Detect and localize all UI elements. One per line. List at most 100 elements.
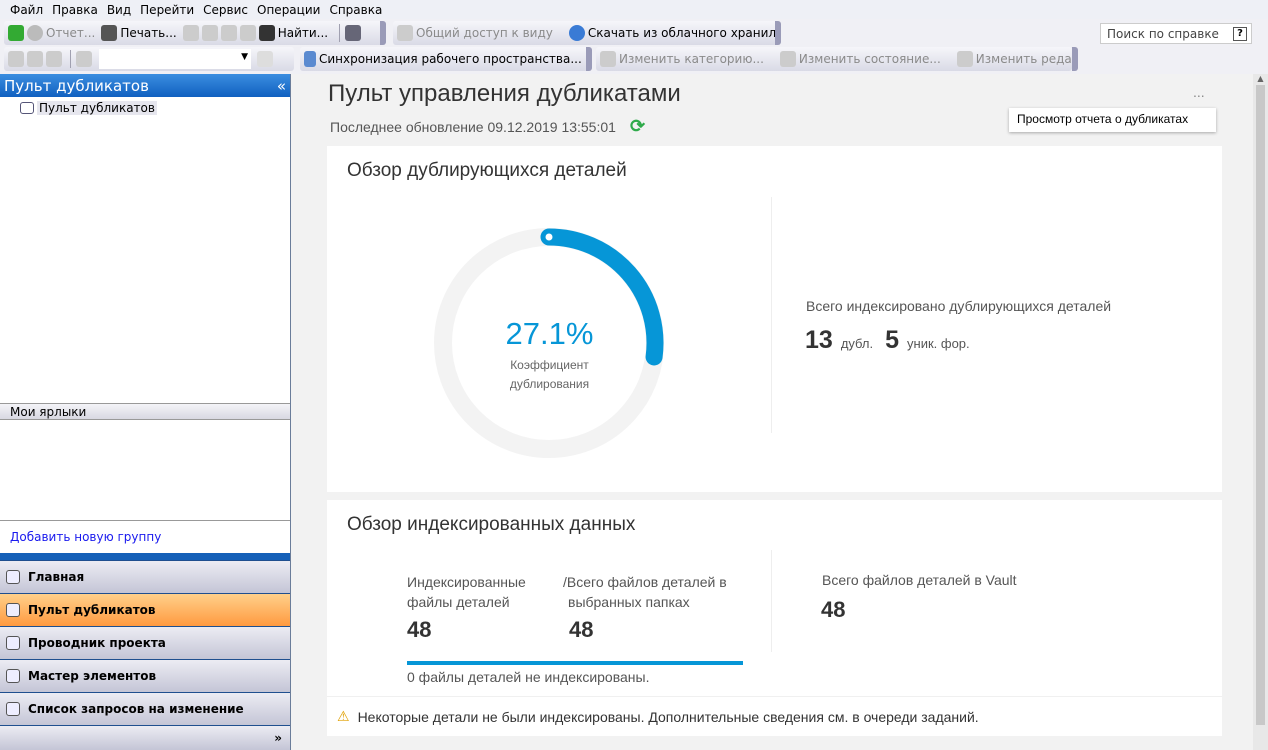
page-title: Пульт управления дубликатами [328, 80, 681, 107]
nav-duplicates[interactable]: Пульт дубликатов [0, 593, 290, 626]
unique-count: 5 [885, 326, 900, 354]
change-state-button[interactable]: Изменить состояние... [779, 51, 941, 67]
last-update: Последнее обновление 09.12.2019 13:55:01 [330, 118, 616, 135]
collapse-icon[interactable]: « [276, 77, 286, 95]
total-files-label: /Всего файлов деталей в выбранных папках [563, 572, 727, 612]
nav-change-orders[interactable]: Список запросов на изменение [0, 692, 290, 725]
menu-tools[interactable]: Сервис [203, 2, 249, 17]
printer-icon [101, 25, 118, 41]
unique-unit: уник. фор. [907, 336, 970, 351]
chart-icon [6, 603, 20, 617]
change-revision-button[interactable]: Изменить редакцию... [956, 51, 1072, 67]
vault-count: 48 [821, 597, 846, 622]
total-duplicates-label: Всего индексировано дублирующихся детале… [806, 298, 1112, 314]
duplicates-dashboard: Пульт управления дубликатами Последнее о… [291, 74, 1253, 750]
menu-file[interactable]: Файл [10, 2, 44, 17]
menu-help[interactable]: Справка [329, 2, 383, 17]
not-indexed-text: 0 файлы деталей не индексированы. [407, 669, 650, 685]
preview-icon[interactable] [201, 25, 218, 41]
warning-row: ⚠ Некоторые детали не были индексированы… [327, 696, 1222, 736]
toolbar-overflow[interactable] [1072, 47, 1078, 71]
search-disabled-icon[interactable] [257, 51, 273, 67]
refresh-icon[interactable] [8, 25, 24, 41]
print-icon[interactable] [182, 25, 199, 41]
toolbar-sync: Синхронизация рабочего пространства...▼ [300, 47, 588, 71]
sync-workspace-button[interactable]: Синхронизация рабочего пространства...▼ [304, 51, 588, 67]
nav-home[interactable]: Главная [0, 560, 290, 593]
warning-icon: ⚠ [337, 708, 350, 724]
indexed-overview-card: Обзор индексированных данных Индексирова… [327, 500, 1222, 736]
duplicates-stats: 13 дубл. 5 уник. фор. [805, 326, 970, 355]
nav-project-explorer[interactable]: Проводник проекта [0, 626, 290, 659]
change-category-button[interactable]: Изменить категорию... [600, 51, 764, 67]
duplicates-unit: дубл. [840, 336, 874, 351]
toolbar-overflow[interactable] [775, 21, 781, 45]
toolbar-overflow[interactable] [380, 21, 386, 45]
refresh-icon[interactable]: ⟳ [629, 116, 646, 136]
panel-icon[interactable] [76, 51, 92, 67]
address-combo[interactable]: ▼ [99, 49, 251, 69]
chevron-down-icon[interactable]: ▼ [241, 52, 248, 62]
paste-icon[interactable] [239, 25, 256, 41]
navigation-pane: Пульт дубликатов « Пульт дубликатов Мои я… [0, 74, 291, 750]
up-icon[interactable] [46, 51, 62, 67]
back-icon[interactable] [8, 51, 24, 67]
chart-icon [20, 102, 34, 114]
help-button[interactable]: ? [1233, 26, 1247, 41]
forward-icon[interactable] [27, 51, 43, 67]
toolbar-overflow[interactable] [586, 47, 592, 71]
donut-progress-arc [540, 228, 664, 366]
menu-view[interactable]: Вид [106, 2, 132, 17]
duplicates-count: 13 [805, 326, 833, 354]
download-cloud-button[interactable]: Скачать из облачного хранилища [568, 25, 777, 41]
total-count: 48 [569, 617, 594, 642]
separator [70, 50, 71, 68]
pane-title: Пульт дубликатов [4, 77, 149, 95]
revision-icon [956, 51, 973, 67]
copy-icon[interactable] [220, 25, 237, 41]
indexed-files-label: Индексированные файлы деталей [407, 572, 526, 612]
more-chevron-icon[interactable]: » [274, 731, 282, 745]
home-icon [6, 570, 20, 584]
items-icon [6, 669, 20, 683]
vertical-scrollbar[interactable]: ▲ [1253, 74, 1268, 750]
toolbar-standard: Отчет... Печать... Найти... [4, 21, 386, 45]
duplicates-overview-card: Обзор дублирующихся деталей 27.1% Коэффи… [327, 146, 1222, 492]
binoculars-icon [258, 25, 275, 41]
card-title: Обзор индексированных данных [347, 514, 636, 535]
sync-icon [304, 51, 316, 67]
menu-bar: Файл Правка Вид Перейти Сервис Операции … [0, 0, 1268, 19]
card-title: Обзор дублирующихся деталей [347, 160, 627, 181]
report-button[interactable]: Отчет... [27, 25, 95, 41]
menu-go[interactable]: Перейти [140, 2, 195, 17]
donut-start-dot [545, 233, 553, 241]
help-search[interactable]: Поиск по справке ? [1100, 23, 1252, 44]
state-icon [779, 51, 796, 67]
list-icon [6, 702, 20, 716]
warning-text[interactable]: Некоторые детали не были индексированы. … [357, 708, 979, 725]
toolbar-lifecycle: Изменить категорию... Изменить состояние… [596, 47, 1072, 71]
find-button[interactable]: Найти... [258, 25, 328, 41]
share-view-button[interactable]: Общий доступ к виду [397, 25, 553, 41]
help-search-input[interactable]: Поиск по справке [1107, 26, 1219, 41]
vault-files-label: Всего файлов деталей в Vault [822, 572, 1017, 588]
add-group-link[interactable]: Добавить новую группу [0, 520, 290, 553]
project-icon [6, 636, 20, 650]
toolbar-navigation: ▼ [4, 47, 294, 71]
splitter[interactable] [0, 553, 290, 560]
cart-icon[interactable] [345, 25, 362, 41]
last-update-row: Последнее обновление 09.12.2019 13:55:01… [330, 116, 645, 137]
cloud-download-icon [568, 25, 585, 41]
pane-header: Пульт дубликатов « [0, 74, 290, 97]
nav-overflow[interactable]: » [0, 725, 290, 750]
menu-actions[interactable]: Операции [257, 2, 321, 17]
print-button[interactable]: Печать... [101, 25, 177, 41]
more-menu-button[interactable]: ... [1193, 84, 1205, 100]
report-icon [27, 25, 43, 41]
menu-edit[interactable]: Правка [52, 2, 98, 17]
scroll-up-icon[interactable]: ▲ [1257, 74, 1264, 83]
scroll-thumb[interactable] [1256, 85, 1265, 725]
indexed-count: 48 [407, 617, 432, 642]
nav-item-master[interactable]: Мастер элементов [0, 659, 290, 692]
tree-item[interactable]: Пульт дубликатов [0, 97, 290, 115]
